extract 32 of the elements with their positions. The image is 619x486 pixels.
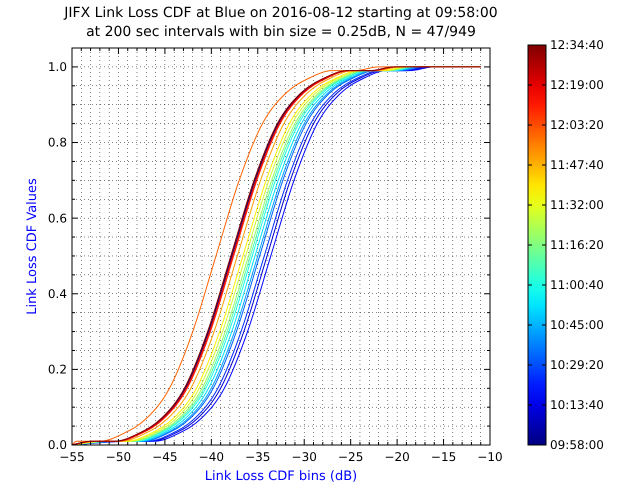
y-tick-label: 0.4 — [48, 286, 67, 301]
x-tick-label: −15 — [430, 450, 456, 464]
color-bar-label: 09:58:00 — [550, 438, 604, 452]
color-bar-label: 10:13:40 — [550, 398, 604, 412]
color-bar-label: 12:03:20 — [550, 118, 604, 132]
color-bar-label: 12:19:00 — [550, 78, 604, 92]
line-series — [72, 66, 482, 446]
color-bar-label: 10:29:20 — [550, 358, 604, 372]
y-tick-label: 0.0 — [48, 438, 67, 452]
x-tick-label: −55 — [59, 450, 85, 464]
x-tick-label: −40 — [198, 450, 224, 464]
x-tick-label: −30 — [292, 450, 317, 464]
x-tick-label: −25 — [338, 450, 364, 464]
y-tick-label: 1.0 — [48, 60, 67, 74]
color-bar-label: 12:34:40 — [550, 38, 604, 52]
color-bar-label: 11:47:40 — [550, 158, 604, 172]
x-axis-title: Link Loss CDF bins (dB) — [204, 469, 358, 484]
x-tick-label: −10 — [477, 450, 503, 464]
x-tick-label: −20 — [384, 450, 410, 464]
color-bar-label: 11:00:40 — [550, 278, 604, 292]
color-bar-label: 11:32:00 — [550, 198, 604, 212]
chart-subtitle: at 200 sec intervals with bin size = 0.25dB, N = 47/949 — [86, 24, 476, 40]
y-tick-label: 0.6 — [48, 211, 67, 226]
x-tick-label: −45 — [152, 450, 178, 464]
y-tick-label: 0.8 — [48, 136, 67, 150]
y-tick-label: 0.2 — [48, 362, 67, 377]
x-tick-label: −35 — [245, 450, 270, 464]
color-bar-label: 10:45:00 — [550, 318, 604, 332]
x-tick-label: −50 — [106, 450, 132, 464]
color-bar-label: 11:16:20 — [550, 238, 604, 252]
chart-title: JIFX Link Loss CDF at Blue on 2016-08-12 starting at 09:58:00 — [63, 5, 498, 21]
y-axis-title: Link Loss CDF Values — [25, 178, 40, 315]
